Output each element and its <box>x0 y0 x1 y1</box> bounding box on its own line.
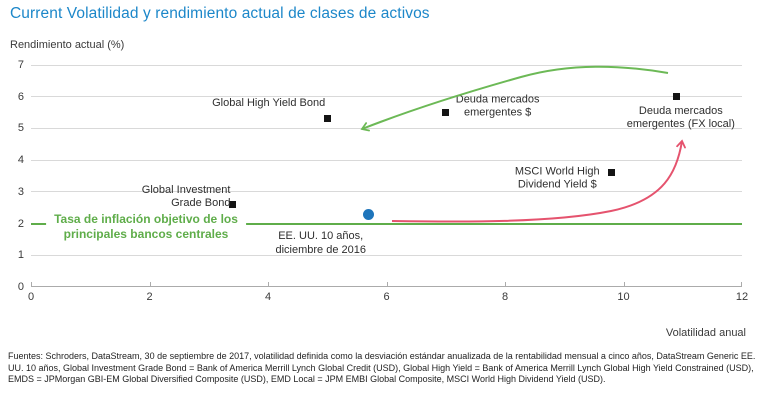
plot-area: Tasa de inflación objetivo de los princip… <box>31 64 742 287</box>
y-tick-label: 1 <box>17 249 24 262</box>
inflation-target-label: Tasa de inflación objetivo de los princip… <box>46 210 246 243</box>
gridline <box>31 96 742 98</box>
chart-title: Current Volatilidad y rendimiento actual… <box>10 5 430 22</box>
gridline <box>31 159 742 161</box>
x-tick-mark <box>505 282 506 287</box>
gridline <box>31 64 742 66</box>
y-tick-label: 6 <box>17 90 24 103</box>
source-note: Fuentes: Schroders, DataStream, 30 de se… <box>8 351 756 385</box>
msci-world-high-dividend-yield-usd-label-line: MSCI World High <box>514 165 600 178</box>
y-tick-label: 4 <box>17 154 24 167</box>
gridline <box>31 254 742 256</box>
y-tick-label: 7 <box>17 59 24 71</box>
msci-world-high-dividend-yield-usd-label-line: Dividend Yield $ <box>517 178 597 191</box>
inflation-target-label-line: principales bancos centrales <box>63 226 229 241</box>
deuda-mercados-emergentes-usd-label: Deuda mercados emergentes $ <box>456 93 540 120</box>
x-tick-label: 0 <box>27 291 35 303</box>
global-high-yield-bond-marker <box>323 115 331 123</box>
us-10y-dec-2016-marker <box>363 208 375 220</box>
x-tick-mark <box>149 282 151 287</box>
deuda-mercados-emergentes-usd-label-line: Deuda mercados <box>455 93 540 106</box>
annotation-arrows <box>360 65 686 223</box>
msci-world-high-dividend-yield-usd-marker <box>608 169 616 177</box>
x-tick-mark <box>31 282 32 287</box>
global-investment-grade-bond-label: Global Investment Grade Bond <box>142 184 231 211</box>
deuda-mercados-emergentes-fx-local-label-line: Deuda mercados <box>638 104 723 117</box>
global-high-yield-bond-label-line: Global High Yield Bond <box>212 97 326 110</box>
us-10y-dec-2016-label-line: diciembre de 2016 <box>275 243 366 256</box>
x-axis-tick-labels: 0 2 4 6 8 10 12 <box>28 291 748 305</box>
inflation-target-label-line: Tasa de inflación objetivo de los <box>54 211 238 226</box>
inflation-target-line <box>31 222 742 225</box>
deuda-mercados-emergentes-usd-marker <box>442 109 450 117</box>
y-tick-label: 2 <box>17 217 24 230</box>
x-tick-mark <box>623 282 625 287</box>
deuda-mercados-emergentes-fx-local-marker <box>673 93 681 101</box>
x-tick-label: 10 <box>617 291 630 303</box>
deuda-mercados-emergentes-fx-local-label-line: emergentes (FX local) <box>626 118 735 131</box>
green-arrow <box>360 65 669 132</box>
x-tick-label: 12 <box>735 291 749 303</box>
us-10y-dec-2016-label-line: EE. UU. 10 años, <box>278 230 364 243</box>
x-tick-mark <box>268 282 269 287</box>
y-tick-label: 5 <box>17 122 24 135</box>
x-tick-label: 8 <box>501 291 509 303</box>
global-investment-grade-bond-label-line: Global Investment <box>141 183 231 196</box>
y-tick-label: 3 <box>17 185 24 198</box>
global-investment-grade-bond-marker <box>228 201 236 209</box>
y-axis-tick-labels: 0 1 2 3 4 5 6 7 <box>0 59 24 293</box>
gridline <box>31 191 742 193</box>
x-axis-caption: Volatilidad anual <box>665 327 746 339</box>
deuda-mercados-emergentes-usd-label-line: emergentes $ <box>464 106 532 119</box>
deuda-mercados-emergentes-fx-local-label: Deuda mercados emergentes (FX local) <box>627 105 735 132</box>
global-investment-grade-bond-label-line: Grade Bond <box>171 197 231 210</box>
red-arrow <box>391 139 686 223</box>
us-10y-dec-2016-label: EE. UU. 10 años, diciembre de 2016 <box>275 230 366 257</box>
x-tick-mark <box>741 282 742 287</box>
x-tick-mark <box>386 282 388 287</box>
gridline <box>31 127 742 129</box>
msci-world-high-dividend-yield-usd-label: MSCI World High Dividend Yield $ <box>515 165 600 192</box>
x-tick-label: 6 <box>383 291 390 303</box>
y-axis-caption: Rendimiento actual (%) <box>10 39 125 51</box>
global-high-yield-bond-label: Global High Yield Bond <box>212 97 325 111</box>
x-tick-label: 2 <box>146 291 153 303</box>
y-tick-label: 0 <box>17 281 24 293</box>
x-tick-label: 4 <box>264 291 272 303</box>
